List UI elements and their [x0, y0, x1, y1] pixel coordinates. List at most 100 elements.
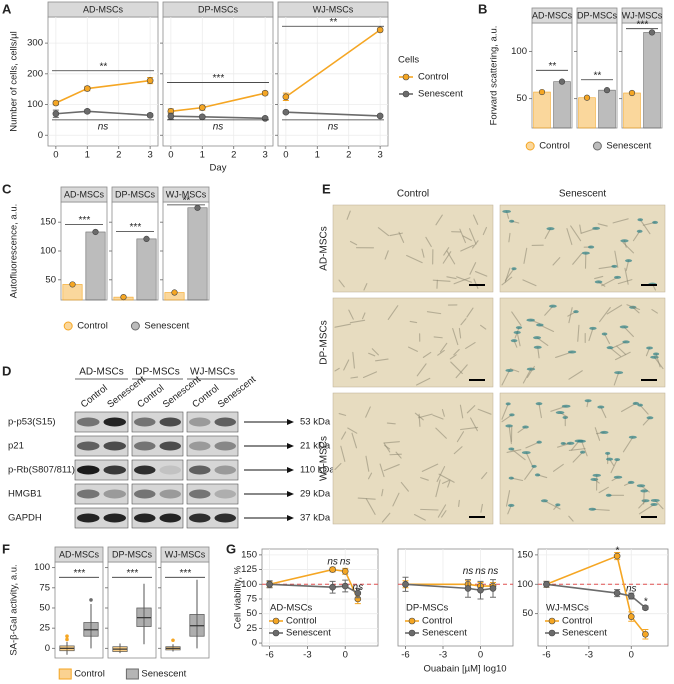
panel-letter: B [478, 1, 487, 16]
cell [459, 404, 464, 419]
cell [474, 271, 488, 277]
annotation: *** [179, 568, 192, 579]
series-line [285, 29, 381, 98]
y-tick-label: 75 [39, 582, 50, 593]
y-tick-label: 50 [246, 608, 257, 619]
stained-cell [509, 413, 515, 417]
cell [522, 368, 532, 384]
blot-group: DP-MSCs [135, 367, 179, 378]
data-point [282, 108, 290, 116]
protein-label: HMGB1 [8, 489, 42, 500]
bar-point [583, 94, 591, 101]
band [77, 441, 100, 451]
data-point [627, 613, 635, 620]
x-tick-label: 0 [478, 650, 483, 661]
cell [581, 440, 588, 457]
cell [435, 214, 443, 226]
size-label: 110 kDa [300, 465, 335, 476]
blot [74, 435, 129, 457]
cell [443, 247, 450, 256]
cell [616, 345, 627, 356]
cell [439, 342, 448, 353]
annotation: ns [488, 566, 499, 577]
cell [599, 306, 611, 323]
stained-cell [508, 503, 515, 507]
cell [433, 336, 443, 339]
stained-cell [588, 507, 597, 511]
plot-area [160, 561, 210, 659]
cell [623, 326, 634, 338]
data-point [627, 592, 635, 600]
cell [632, 230, 641, 242]
cell [543, 500, 561, 510]
cell [351, 432, 358, 449]
blot [131, 459, 184, 481]
cell [570, 225, 582, 242]
annotation: * [615, 545, 620, 556]
band [189, 417, 211, 427]
row-label: AD-MSCs [319, 226, 330, 270]
data-point [52, 99, 60, 107]
x-tick-label: -6 [542, 650, 550, 661]
cell [568, 515, 574, 522]
cell [552, 463, 564, 472]
y-axis-title: Autofluorescence, a.u. [9, 204, 20, 299]
facet-title: WJ-MSCs [622, 10, 663, 20]
legend-label: Senescent [562, 628, 607, 639]
legend-key [592, 141, 602, 151]
band [103, 513, 126, 523]
data-point [613, 552, 621, 560]
series-line [285, 111, 381, 117]
cell [409, 320, 418, 324]
cell [655, 353, 661, 368]
stained-cell [650, 498, 660, 502]
x-axis-title: Day [210, 163, 227, 174]
cell [447, 480, 451, 488]
protein-label: p21 [8, 441, 24, 452]
stained-cell [513, 330, 521, 334]
x-tick-label: 2 [231, 150, 236, 161]
band [159, 513, 181, 523]
facet-title: AD-MSCs [532, 10, 572, 20]
data-point [477, 586, 484, 594]
cell [552, 257, 561, 266]
cell [436, 466, 446, 483]
cell [347, 427, 358, 434]
stained-cell [600, 430, 609, 434]
data-point [198, 104, 206, 111]
cell [588, 327, 594, 342]
cell [621, 402, 637, 413]
stained-cell [606, 457, 614, 461]
band [103, 441, 126, 451]
y-axis-title: Number of cells, cells/µl [9, 31, 20, 132]
facet-strip [531, 7, 573, 24]
stained-cell [573, 310, 579, 314]
cell [537, 346, 540, 359]
x-tick-label: 0 [343, 650, 348, 661]
legend-key [548, 617, 556, 625]
band [77, 465, 100, 475]
cell [446, 250, 456, 265]
cell [597, 223, 608, 227]
facet-strip [576, 7, 618, 24]
data-point [198, 113, 206, 121]
band [134, 513, 156, 523]
cell [501, 369, 511, 386]
facet-title: AD-MSCs [83, 4, 123, 14]
band [214, 513, 236, 523]
cell [438, 473, 455, 483]
data-point [83, 107, 91, 115]
cell [544, 228, 552, 240]
blot [74, 507, 129, 529]
facet-title: WJ-MSCs [165, 549, 206, 559]
y-tick-label: 100 [34, 562, 50, 573]
cell [400, 481, 409, 492]
cell [455, 364, 468, 379]
cell [622, 241, 635, 254]
cell [348, 309, 354, 320]
panel-letter: C [2, 181, 12, 196]
blot [186, 459, 239, 481]
cell [379, 463, 385, 478]
y-axis-title: SA-β-Gal activity, a.u. [9, 564, 20, 655]
stained-cell [601, 332, 608, 336]
